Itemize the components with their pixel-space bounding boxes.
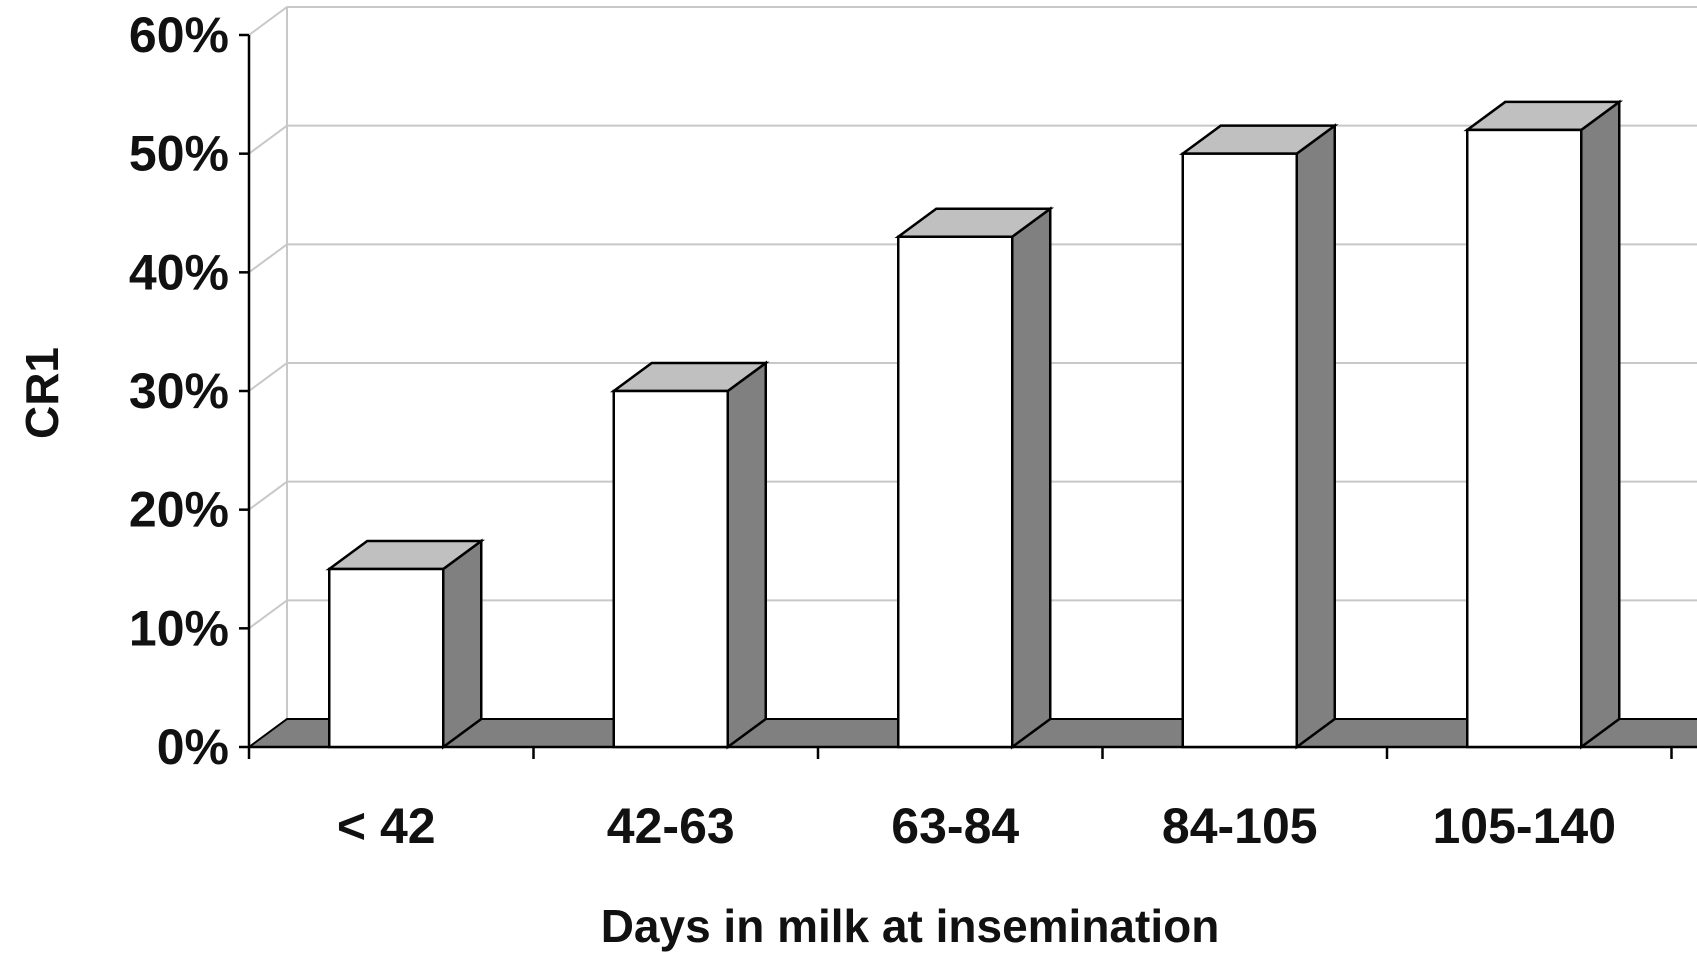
bar-front bbox=[612, 389, 729, 749]
y-tick-label: 50% bbox=[129, 126, 229, 182]
x-tick-label: 84-105 bbox=[1162, 798, 1318, 854]
bar-front bbox=[1181, 152, 1298, 749]
x-tick-label: 105-140 bbox=[1433, 798, 1617, 854]
bar-front bbox=[1466, 128, 1583, 749]
bar-side bbox=[1580, 99, 1621, 750]
bar-side bbox=[442, 538, 483, 750]
bar bbox=[894, 206, 1055, 750]
bar bbox=[609, 360, 770, 750]
x-tick-label: 42-63 bbox=[607, 798, 735, 854]
gridline bbox=[248, 6, 1697, 36]
bar-side bbox=[1295, 123, 1336, 750]
bars bbox=[325, 99, 1624, 750]
bar-side bbox=[1011, 206, 1052, 750]
bar bbox=[325, 538, 486, 750]
y-tick-label: 0% bbox=[157, 719, 229, 775]
y-axis-title: CR1 bbox=[16, 347, 68, 439]
y-tick-labels: 0% 10% 20% 30% 40% 50% 60% bbox=[129, 7, 229, 775]
y-tick-label: 60% bbox=[129, 7, 229, 63]
bar-front bbox=[897, 235, 1014, 749]
y-tick-label: 30% bbox=[129, 363, 229, 419]
bar-front bbox=[328, 567, 445, 749]
y-tick-label: 10% bbox=[129, 600, 229, 656]
bar bbox=[1178, 123, 1339, 750]
y-tick-label: 20% bbox=[129, 482, 229, 538]
x-axis-title: Days in milk at insemination bbox=[601, 900, 1220, 952]
y-tick-label: 40% bbox=[129, 244, 229, 300]
bar-side bbox=[726, 360, 767, 750]
x-tick-label: < 42 bbox=[337, 798, 436, 854]
x-tick-labels: < 42 42-63 63-84 84-105 105-140 bbox=[337, 798, 1616, 854]
bar bbox=[1463, 99, 1624, 750]
x-tick-label: 63-84 bbox=[891, 798, 1019, 854]
